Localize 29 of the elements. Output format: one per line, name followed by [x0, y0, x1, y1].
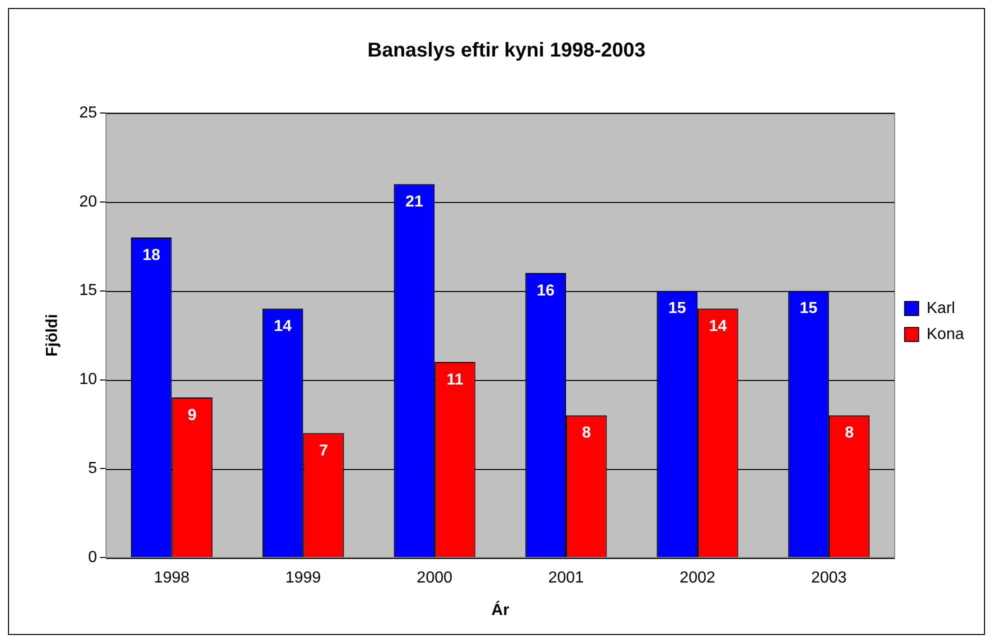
x-tick-label: 2000 — [416, 570, 452, 587]
y-tick-label: 0 — [88, 549, 98, 566]
data-label: 14 — [274, 318, 292, 336]
y-tick-label: 20 — [79, 193, 98, 210]
y-axis-title: Fjöldi — [44, 314, 62, 357]
data-label: 15 — [668, 300, 686, 318]
data-label: 18 — [142, 246, 160, 264]
data-label: 8 — [844, 424, 854, 442]
legend-label: Karl — [926, 300, 956, 317]
x-tick-label: 2001 — [548, 570, 584, 587]
x-axis-title: Ár — [491, 600, 510, 619]
data-label: 15 — [800, 300, 818, 318]
x-tick-label: 1998 — [154, 570, 190, 587]
data-label: 9 — [188, 406, 197, 424]
y-tick-label: 10 — [79, 371, 98, 388]
data-label: 21 — [405, 194, 424, 211]
x-tick-label: 2003 — [811, 570, 847, 587]
data-label: 11 — [446, 371, 464, 388]
data-label: 14 — [708, 318, 727, 336]
y-tick-label: 5 — [88, 460, 98, 478]
data-label: 16 — [536, 282, 555, 300]
data-label: 8 — [582, 424, 591, 442]
y-tick-label: 15 — [79, 282, 98, 300]
legend-label: Kona — [926, 326, 964, 343]
x-tick-label: 1999 — [285, 570, 322, 587]
data-label: 7 — [319, 442, 328, 460]
y-tick-label: 25 — [79, 104, 98, 122]
chart-title: Banaslys eftir kyni 1998-2003 — [368, 40, 646, 62]
x-tick-label: 2002 — [680, 570, 716, 587]
